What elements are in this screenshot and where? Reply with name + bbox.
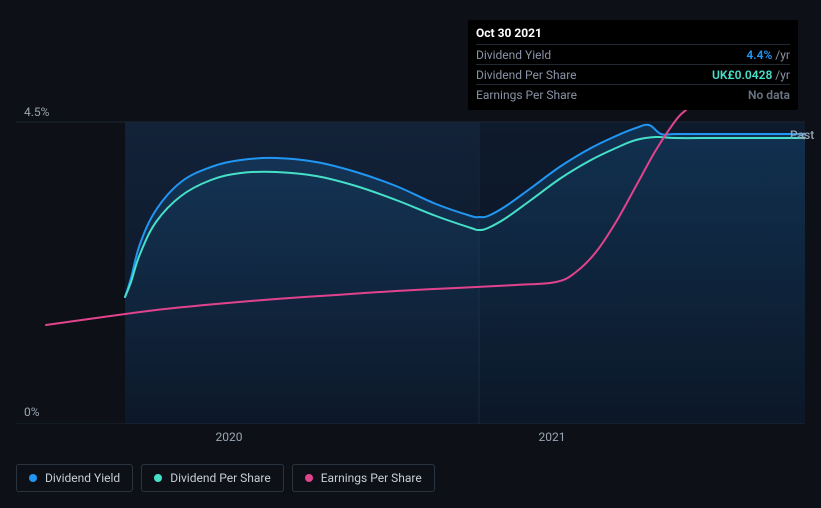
legend-label-2: Earnings Per Share [321,471,422,485]
legend-dot-0 [29,474,37,482]
tooltip-val-0: 4.4% /yr [746,48,790,62]
tooltip-key-2: Earnings Per Share [476,88,577,102]
legend-item-earnings-per-share[interactable]: Earnings Per Share [292,464,435,492]
chart-tooltip: Oct 30 2021 Dividend Yield 4.4% /yr Divi… [468,20,798,110]
x-tick-1: 2021 [539,430,566,444]
tooltip-key-1: Dividend Per Share [476,68,577,82]
tooltip-row-0: Dividend Yield 4.4% /yr [476,44,790,64]
legend-item-dividend-per-share[interactable]: Dividend Per Share [141,464,284,492]
legend-item-dividend-yield[interactable]: Dividend Yield [16,464,133,492]
chart-legend: Dividend Yield Dividend Per Share Earnin… [16,464,435,492]
past-marker: Past [790,128,814,142]
tooltip-title: Oct 30 2021 [476,26,790,44]
chart-container: 4.5% 0% 2020 2021 Past Oct 30 2021 Divid… [16,0,805,450]
legend-dot-2 [305,474,313,482]
tooltip-val-1: UK£0.0428 /yr [712,68,790,82]
legend-label-1: Dividend Per Share [170,471,271,485]
y-tick-0: 4.5% [24,105,49,119]
legend-dot-1 [154,474,162,482]
x-tick-0: 2020 [216,430,243,444]
tooltip-val-2: No data [748,88,790,102]
tooltip-key-0: Dividend Yield [476,48,551,62]
tooltip-row-1: Dividend Per Share UK£0.0428 /yr [476,64,790,84]
tooltip-row-2: Earnings Per Share No data [476,84,790,104]
legend-label-0: Dividend Yield [45,471,120,485]
y-tick-1: 0% [24,405,40,419]
